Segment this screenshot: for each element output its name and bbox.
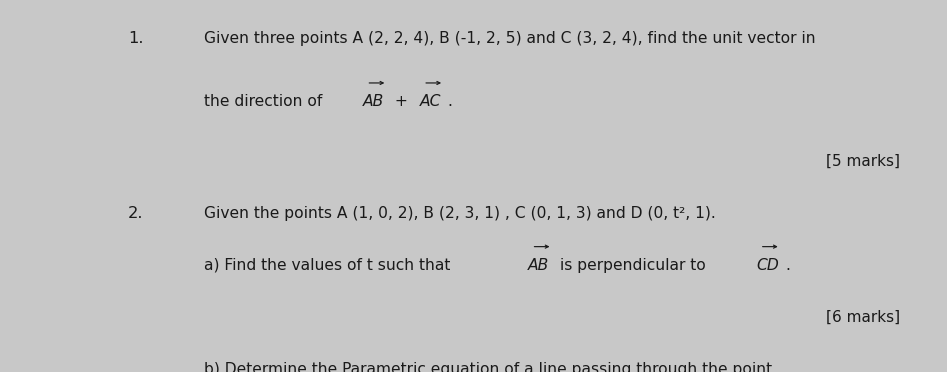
Text: the direction of: the direction of	[204, 94, 327, 109]
Text: [5 marks]: [5 marks]	[826, 154, 900, 169]
Text: 2.: 2.	[128, 206, 143, 221]
Text: +: +	[390, 94, 413, 109]
Text: Given three points A (2, 2, 4), B (-1, 2, 5) and C (3, 2, 4), find the unit vect: Given three points A (2, 2, 4), B (-1, 2…	[204, 31, 815, 46]
Text: 1.: 1.	[128, 31, 143, 46]
Text: AB: AB	[363, 94, 384, 109]
Text: .: .	[447, 94, 452, 109]
Text: [6 marks]: [6 marks]	[826, 310, 900, 325]
Text: a) Find the values of t such that: a) Find the values of t such that	[204, 258, 455, 273]
Text: CD: CD	[756, 258, 778, 273]
Text: is perpendicular to: is perpendicular to	[555, 258, 711, 273]
Text: Given the points A (1, 0, 2), B (2, 3, 1) , C (0, 1, 3) and D (0, t², 1).: Given the points A (1, 0, 2), B (2, 3, 1…	[204, 206, 715, 221]
Text: b) Determine the Parametric equation of a line passing through the point: b) Determine the Parametric equation of …	[204, 362, 772, 372]
Text: AB: AB	[527, 258, 549, 273]
Text: .: .	[785, 258, 790, 273]
Text: AC: AC	[420, 94, 441, 109]
